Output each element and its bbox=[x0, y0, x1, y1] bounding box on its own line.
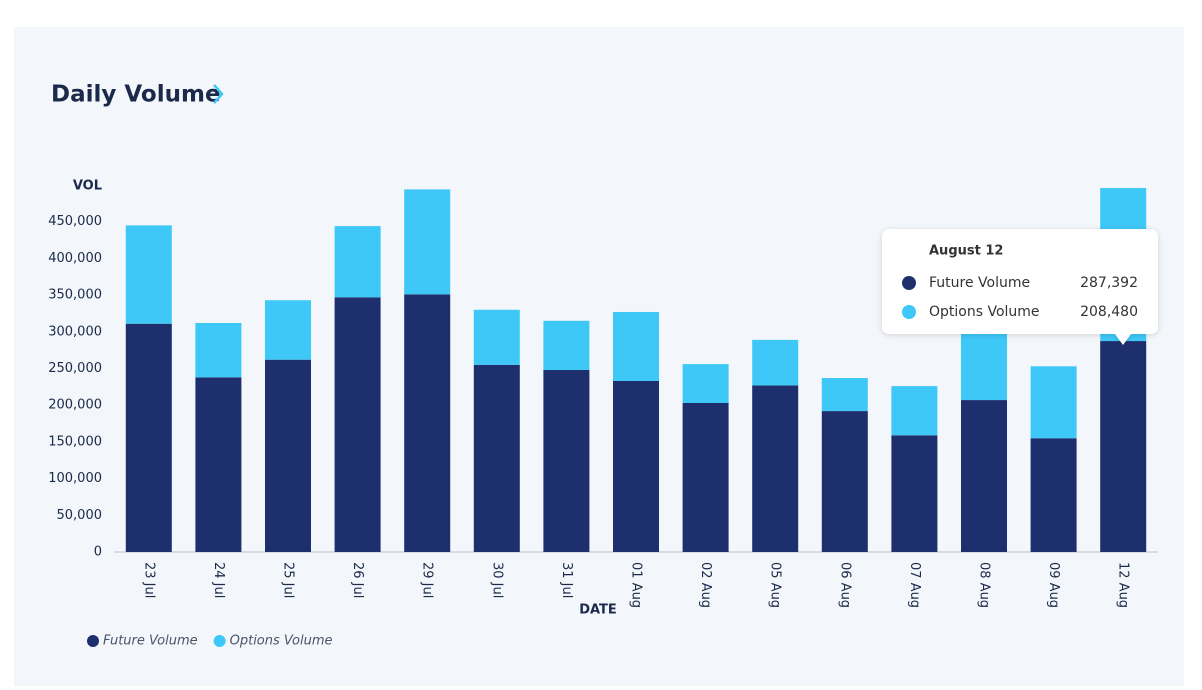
bar-segment bbox=[125, 323, 172, 552]
x-tick-label: 02 Aug bbox=[698, 562, 713, 608]
legend-swatch bbox=[87, 635, 99, 647]
bar-segment bbox=[195, 377, 242, 552]
x-tick-label: 29 Jul bbox=[420, 562, 435, 598]
x-tick-label: 23 Jul bbox=[141, 562, 156, 598]
x-tick-label: 07 Aug bbox=[907, 562, 922, 608]
tooltip-swatch bbox=[902, 276, 916, 290]
bar-segment bbox=[1030, 438, 1077, 552]
y-tick-label: 100,000 bbox=[48, 471, 102, 486]
bar-segment bbox=[404, 294, 451, 552]
bar-segment bbox=[1100, 341, 1147, 552]
y-tick-label: 450,000 bbox=[48, 214, 102, 229]
bar-segment bbox=[473, 364, 520, 552]
x-tick-label: 24 Jul bbox=[211, 562, 226, 598]
bar-segment bbox=[961, 326, 1007, 401]
tooltip-series-name: Options Volume bbox=[929, 304, 1040, 320]
x-tick-label: 31 Jul bbox=[559, 562, 574, 598]
x-tick-label: 05 Aug bbox=[768, 562, 783, 608]
x-tick-label: 26 Jul bbox=[350, 562, 365, 598]
y-tick-label: 350,000 bbox=[48, 288, 102, 303]
y-tick-label: 250,000 bbox=[48, 361, 102, 376]
legend-label: Options Volume bbox=[230, 634, 333, 649]
x-tick-label: 30 Jul bbox=[489, 562, 504, 598]
bar-segment bbox=[1030, 366, 1077, 439]
tooltip-swatch bbox=[902, 305, 916, 319]
x-tick-label: 01 Aug bbox=[629, 562, 644, 608]
tooltip-value: 208,480 bbox=[1080, 304, 1138, 320]
x-tick-label: 08 Aug bbox=[977, 562, 992, 608]
bar-segment bbox=[961, 400, 1007, 552]
y-tick-label: 200,000 bbox=[48, 398, 102, 413]
bar-segment bbox=[891, 435, 938, 552]
bar-segment bbox=[125, 225, 172, 324]
bar-segment bbox=[821, 411, 868, 552]
bar-segment bbox=[821, 378, 868, 412]
bar-segment bbox=[404, 189, 451, 295]
y-tick-label: 150,000 bbox=[48, 434, 102, 449]
tooltip-box bbox=[882, 229, 1158, 345]
bar-segment bbox=[682, 402, 729, 552]
x-tick-label: 06 Aug bbox=[837, 562, 852, 608]
legend-label: Future Volume bbox=[103, 634, 198, 649]
panel bbox=[14, 27, 1184, 686]
y-tick-label: 0 bbox=[94, 545, 102, 560]
bar-segment bbox=[682, 364, 729, 403]
legend-swatch bbox=[213, 635, 226, 647]
bar-segment bbox=[334, 297, 381, 552]
bar-segment bbox=[265, 300, 311, 360]
bar-segment bbox=[543, 320, 590, 370]
y-tick-label: 50,000 bbox=[57, 508, 103, 523]
tooltip-value: 287,392 bbox=[1080, 275, 1138, 291]
bar-segment bbox=[265, 359, 311, 552]
bar-segment bbox=[752, 385, 799, 552]
bar-segment bbox=[752, 339, 799, 386]
bar-segment bbox=[543, 369, 590, 552]
bar-segment bbox=[613, 380, 659, 552]
x-axis-label: DATE bbox=[579, 603, 617, 618]
y-tick-label: 400,000 bbox=[48, 251, 102, 266]
tooltip-series-name: Future Volume bbox=[929, 275, 1030, 291]
bar-segment bbox=[613, 311, 659, 381]
tooltip: August 12 Future Volume 287,392 Options … bbox=[882, 229, 1158, 345]
title-chevron[interactable] bbox=[213, 84, 224, 104]
tooltip-title: August 12 bbox=[929, 244, 1003, 259]
x-tick-label: 09 Aug bbox=[1046, 562, 1061, 608]
bar-segment bbox=[473, 309, 520, 365]
chart-title: Daily Volume bbox=[51, 82, 221, 108]
y-tick-label: 300,000 bbox=[48, 324, 102, 339]
bar-segment bbox=[334, 226, 381, 298]
x-tick-label: 12 Aug bbox=[1116, 562, 1131, 608]
x-tick-label: 25 Jul bbox=[281, 562, 296, 598]
y-axis-label: VOL bbox=[73, 179, 102, 194]
bar-segment bbox=[195, 322, 242, 378]
bar-segment bbox=[891, 386, 938, 436]
